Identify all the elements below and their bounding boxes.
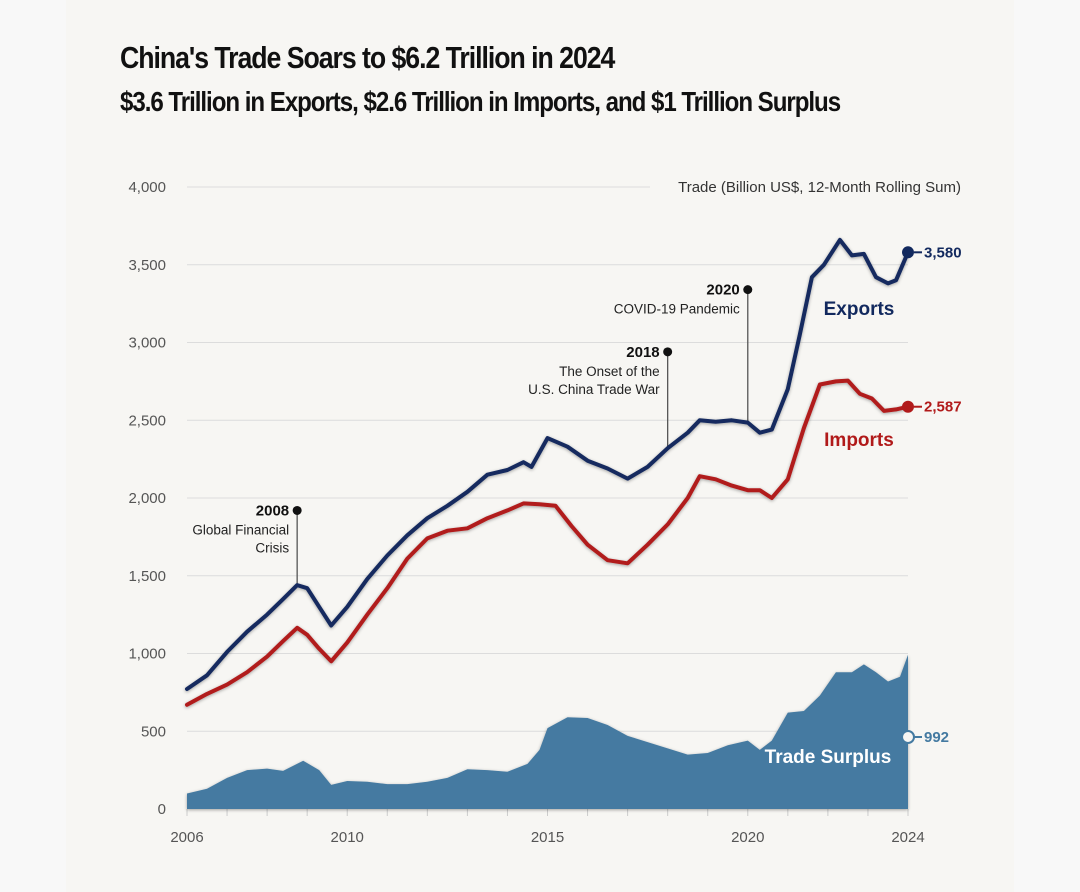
annotation-year: 2018	[626, 344, 659, 361]
x-tick-label: 2020	[731, 829, 764, 846]
exports-line	[185, 237, 910, 691]
x-tick-label: 2006	[170, 829, 203, 846]
annotation-2020: 2020 COVID-19 Pandemic	[614, 282, 753, 423]
chart-subtitle: $3.6 Trillion in Exports, $2.6 Trillion …	[120, 86, 841, 117]
annotation-text: U.S. China Trade War	[528, 382, 660, 397]
y-tick-label: 1,000	[128, 646, 166, 663]
y-tick-label: 500	[141, 723, 166, 740]
annotation-dot	[663, 347, 673, 357]
line-series: Exports Imports	[185, 237, 910, 707]
series-label-trade-surplus: Trade Surplus	[765, 747, 892, 768]
annotation-dot	[743, 285, 753, 295]
annotation-2018: 2018 The Onset of the U.S. China Trade War	[528, 344, 673, 449]
series-label-imports: Imports	[824, 430, 894, 451]
x-tick-label: 2010	[331, 829, 364, 846]
grid-lines	[187, 186, 908, 732]
y-tick-label: 2,500	[128, 412, 166, 429]
chart-title: China's Trade Soars to $6.2 Trillion in …	[120, 40, 615, 75]
y-axis: 0 500 1,000 1,500 2,000 2,500 3,000 3,500 4,000	[128, 179, 166, 818]
x-tick-label: 2015	[531, 829, 564, 846]
y-tick-label: 3,500	[128, 257, 166, 274]
y-tick-label: 0	[158, 801, 166, 818]
trade-surplus-area	[187, 654, 908, 809]
y-tick-label: 4,000	[128, 179, 166, 196]
end-label-exports: 3,580	[924, 244, 962, 261]
annotation-2008: 2008 Global Financial Crisis	[192, 502, 302, 586]
end-markers: 3,580 2,587 992	[901, 244, 962, 746]
x-tick-label: 2024	[891, 829, 924, 846]
annotation-text: COVID-19 Pandemic	[614, 302, 740, 317]
imports-line	[185, 378, 910, 707]
end-marker-exports	[902, 246, 914, 259]
end-label-surplus: 992	[924, 729, 949, 746]
area-series: Trade Surplus	[187, 654, 908, 809]
annotation-text: Crisis	[255, 540, 289, 555]
annotation-year: 2008	[256, 502, 289, 519]
y-tick-label: 2,000	[128, 490, 166, 507]
series-label-exports: Exports	[824, 299, 895, 320]
y-tick-label: 1,500	[128, 568, 166, 585]
annotation-text: Global Financial	[192, 522, 289, 537]
annotations: 2008 Global Financial Crisis 2018 The Onset …	[192, 282, 753, 586]
x-axis: 2006 2010 2015 2020 2024	[170, 809, 925, 846]
end-marker-imports	[902, 400, 914, 413]
annotation-text: The Onset of the	[559, 364, 660, 379]
end-label-imports: 2,587	[924, 399, 962, 416]
annotation-year: 2020	[706, 282, 739, 299]
y-axis-unit-label: Trade (Billion US$, 12-Month Rolling Sum…	[678, 179, 961, 196]
annotation-dot	[292, 505, 302, 515]
end-marker-surplus	[901, 730, 915, 744]
y-tick-label: 3,000	[128, 335, 166, 352]
